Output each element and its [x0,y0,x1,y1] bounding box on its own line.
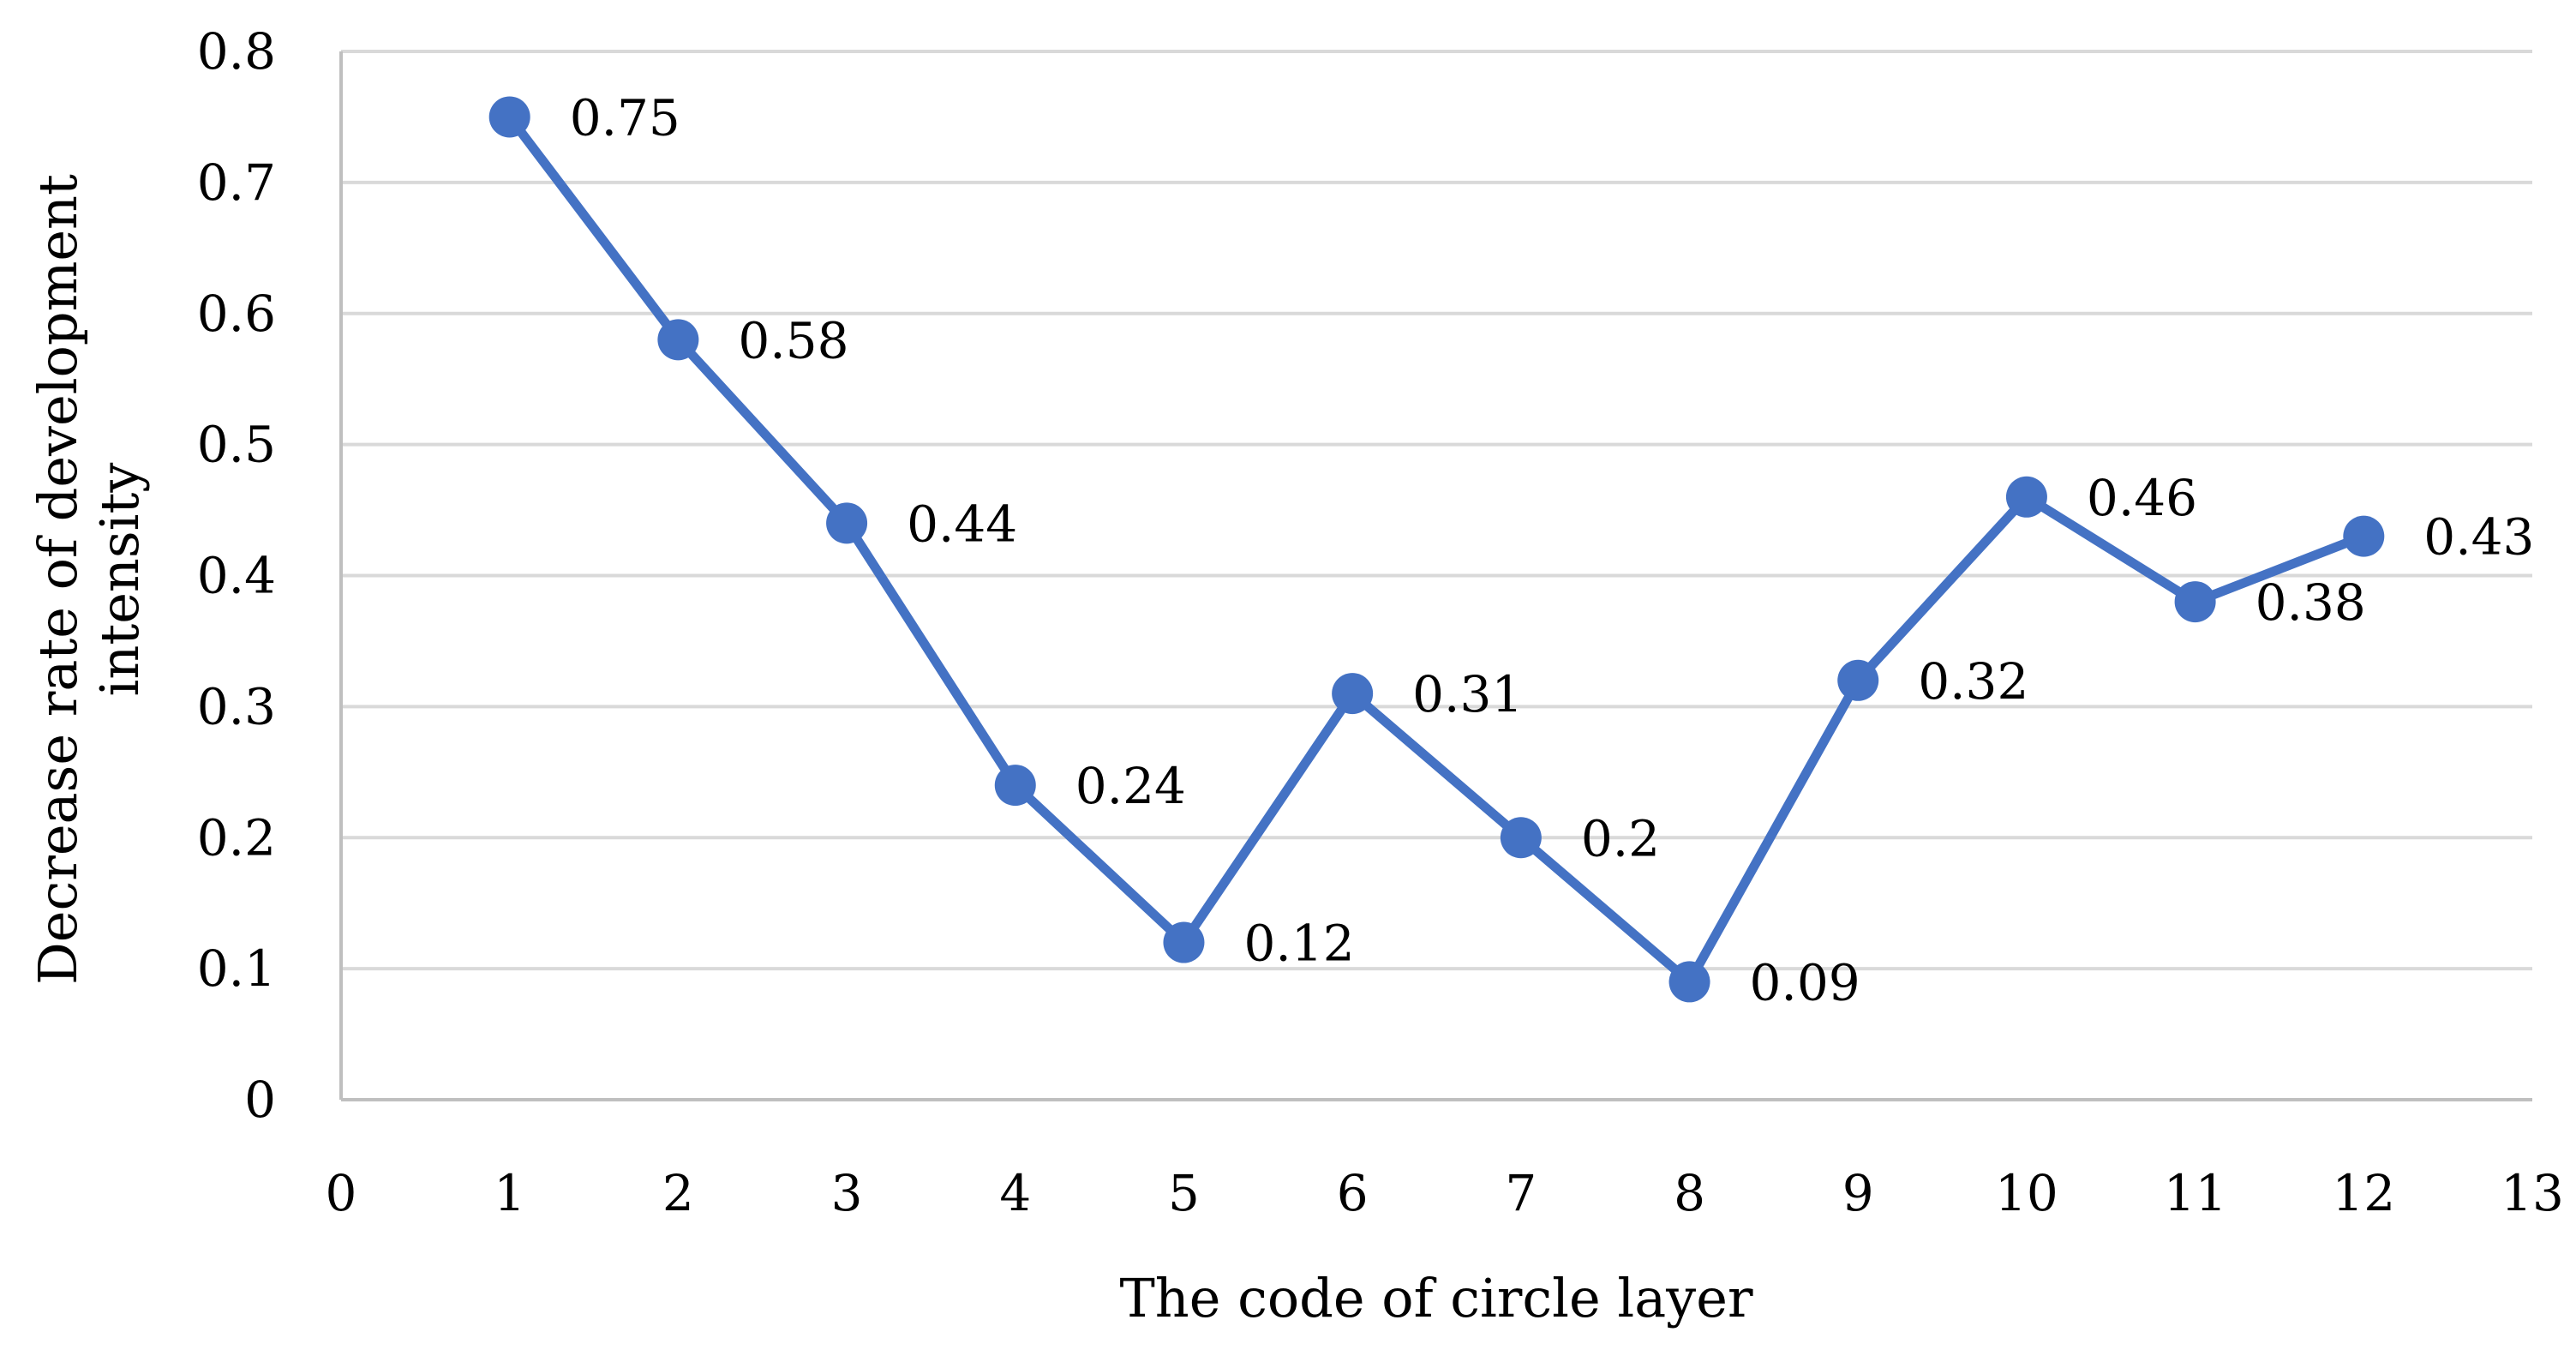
data-point [2174,581,2216,623]
x-tick-label: 6 [1337,1164,1369,1222]
y-tick-label: 0.2 [197,808,276,867]
y-tick-label: 0.4 [197,547,276,605]
y-tick-label: 0.1 [197,939,276,998]
y-tick-label: 0.3 [197,677,276,735]
data-point [1837,659,1879,701]
x-tick-label: 13 [2501,1164,2564,1222]
data-point [1163,921,1205,963]
data-point [826,502,868,544]
data-point [2005,476,2047,518]
y-tick-label: 0.5 [197,416,276,474]
x-tick-label: 3 [831,1164,863,1222]
data-point [488,96,530,138]
x-tick-label: 8 [1674,1164,1705,1222]
y-tick-label: 0.7 [197,153,276,212]
data-label: 0.09 [1750,953,1860,1011]
y-axis-title-line-1: Decrease rate of development [27,174,89,985]
x-axis-tick-labels: 0 1 2 3 4 5 6 7 8 9 10 11 12 13 [326,1164,2564,1222]
series-layer [488,96,2385,1003]
y-tick-label: 0.6 [197,285,276,343]
data-label: 0.31 [1412,665,1523,723]
x-tick-label: 12 [2332,1164,2395,1222]
x-tick-label: 0 [326,1164,357,1222]
x-tick-label: 9 [1842,1164,1874,1222]
data-label: 0.32 [1918,652,2028,711]
data-label: 0.24 [1075,757,1186,815]
series-line-0 [505,111,2369,987]
y-tick-label: 0 [244,1071,276,1129]
data-label: 0.44 [907,495,1017,553]
y-axis-title: Decrease rate of development intensity [27,174,151,985]
y-axis-tick-labels: 0 0.1 0.2 0.3 0.4 0.5 0.6 0.7 0.8 [197,22,276,1129]
data-label: 0.46 [2087,469,2197,527]
data-labels: 0.75 0.58 0.44 0.24 0.12 0.31 0.2 0.09 0.32 0.46 0… [570,88,2535,1011]
x-tick-label: 10 [1995,1164,2058,1222]
data-label: 0.12 [1243,915,1354,973]
x-tick-label: 5 [1168,1164,1200,1222]
data-point [1500,817,1542,859]
x-tick-label: 11 [2164,1164,2227,1222]
data-label: 0.58 [738,311,848,369]
data-label: 0.38 [2255,573,2366,632]
gridlines [341,50,2532,971]
y-axis-title-line-2: intensity [88,463,151,697]
y-tick-label: 0.8 [197,22,276,81]
x-axis-title: The code of circle layer [1119,1267,1752,1329]
data-point [1332,673,1374,715]
x-tick-label: 2 [662,1164,694,1222]
data-label: 0.43 [2423,508,2534,567]
data-label: 0.75 [570,88,680,147]
data-point [2343,515,2385,557]
data-point [657,319,699,361]
data-label: 0.2 [1581,809,1660,867]
axes [339,51,2532,1101]
x-tick-label: 1 [494,1164,525,1222]
data-point [1668,961,1710,1003]
x-tick-label: 7 [1505,1164,1537,1222]
data-point [994,765,1036,807]
x-tick-label: 4 [999,1164,1031,1222]
